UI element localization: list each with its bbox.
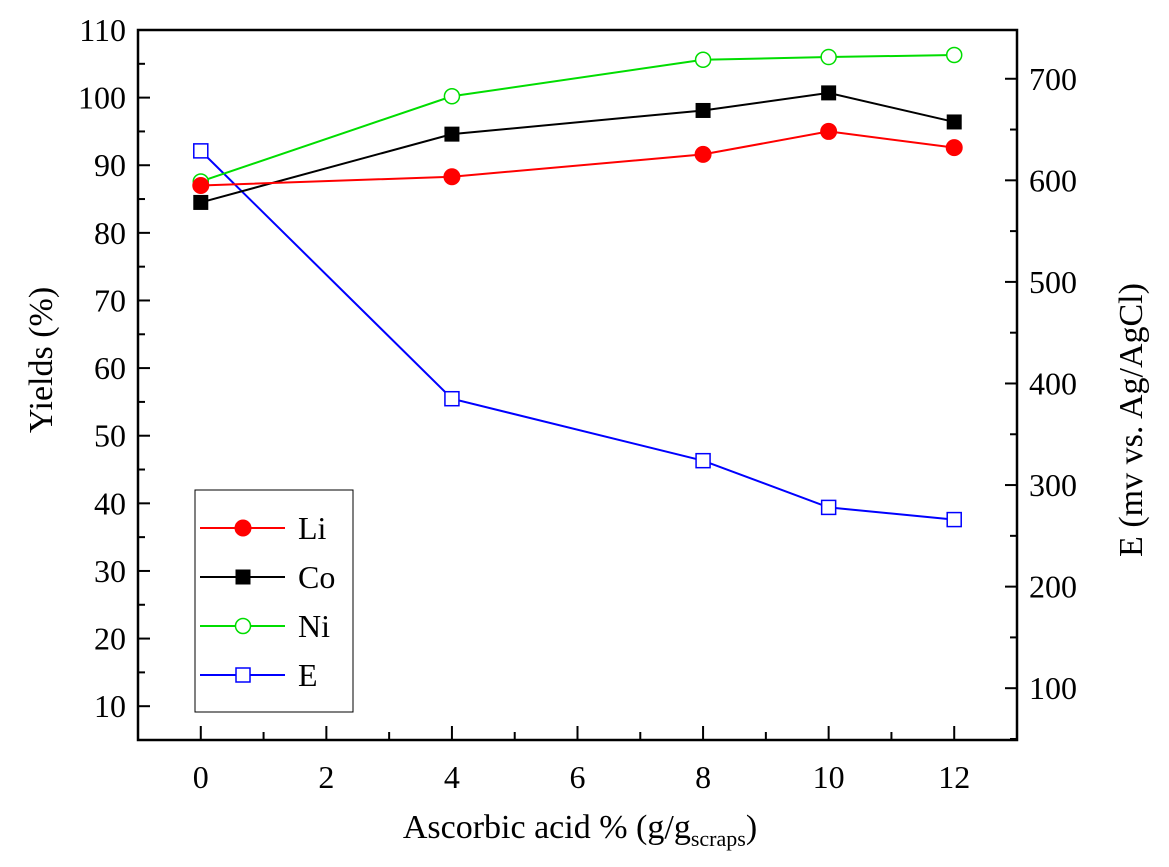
legend: Li Co Ni E	[194, 489, 354, 713]
legend-marker-e	[235, 667, 251, 683]
legend-box	[194, 489, 354, 713]
data-point-li	[820, 122, 838, 140]
series-line-co	[200, 91, 955, 204]
data-point-ni	[945, 46, 963, 64]
y-tick-label: 110	[79, 12, 126, 48]
data-point-co	[821, 85, 837, 101]
y-axis-label: Yields (%)	[23, 287, 60, 433]
x-axis-label-main: Ascorbic acid % (g/g	[403, 809, 691, 846]
data-point-li	[443, 168, 461, 186]
y2-tick-label: 100	[1029, 670, 1077, 706]
series-line-e	[200, 150, 955, 521]
x-tick-label: 12	[938, 759, 970, 795]
y-tick-label: 30	[94, 553, 126, 589]
y2-tick-label: 500	[1029, 264, 1077, 300]
data-point-e	[444, 390, 460, 407]
legend-marker-co	[235, 569, 251, 585]
y-tick-label: 70	[94, 282, 126, 318]
y2-tick-label: 400	[1029, 365, 1077, 401]
data-point-co	[695, 102, 711, 118]
legend-label-co: Co	[298, 559, 335, 595]
series-line-ni	[200, 54, 955, 183]
data-point-co	[193, 194, 209, 210]
legend-marker-li	[234, 519, 252, 537]
data-point-co	[444, 126, 460, 142]
data-point-e	[193, 143, 209, 159]
series-line-li	[200, 130, 955, 187]
x-tick-label: 8	[695, 759, 711, 795]
data-point-li	[192, 177, 210, 195]
y2-tick-label: 700	[1029, 61, 1077, 97]
x-tick-label: 0	[193, 759, 209, 795]
data-point-ni	[820, 48, 837, 66]
y-tick-label: 20	[94, 621, 126, 657]
x-axis-label-end: )	[746, 809, 757, 846]
y-tick-label: 40	[94, 485, 126, 521]
x-axis-label: Ascorbic acid % (g/gscraps)	[403, 809, 757, 851]
data-point-li	[694, 145, 712, 163]
x-tick-label: 6	[570, 759, 586, 795]
data-point-e	[695, 452, 711, 469]
data-point-co	[946, 114, 962, 130]
y-tick-label: 100	[78, 80, 126, 116]
data-point-li	[945, 139, 963, 157]
y-tick-label: 10	[94, 688, 126, 724]
y2-tick-label: 200	[1029, 569, 1077, 605]
data-point-e	[946, 511, 962, 528]
legend-label-li: Li	[298, 510, 327, 546]
plot-frame	[136, 28, 1019, 742]
data-point-ni	[694, 51, 712, 69]
x-tick-label: 4	[444, 759, 460, 795]
x-tick-label: 2	[318, 759, 334, 795]
y2-tick-label: 300	[1029, 467, 1077, 503]
y-tick-label: 50	[94, 418, 126, 454]
legend-marker-ni	[234, 617, 252, 635]
y2-axis-label: E (mv vs. Ag/AgCl)	[1113, 283, 1150, 557]
data-point-ni	[443, 88, 461, 105]
legend-label-e: E	[298, 657, 318, 693]
x-axis-label-sub: scraps	[691, 826, 746, 851]
y-tick-label: 90	[94, 147, 126, 183]
y-tick-label: 60	[94, 350, 126, 386]
y-tick-label: 80	[94, 215, 126, 251]
x-tick-label: 10	[813, 759, 845, 795]
legend-label-ni: Ni	[298, 608, 330, 644]
data-point-e	[820, 499, 837, 516]
y2-tick-label: 600	[1029, 162, 1077, 198]
